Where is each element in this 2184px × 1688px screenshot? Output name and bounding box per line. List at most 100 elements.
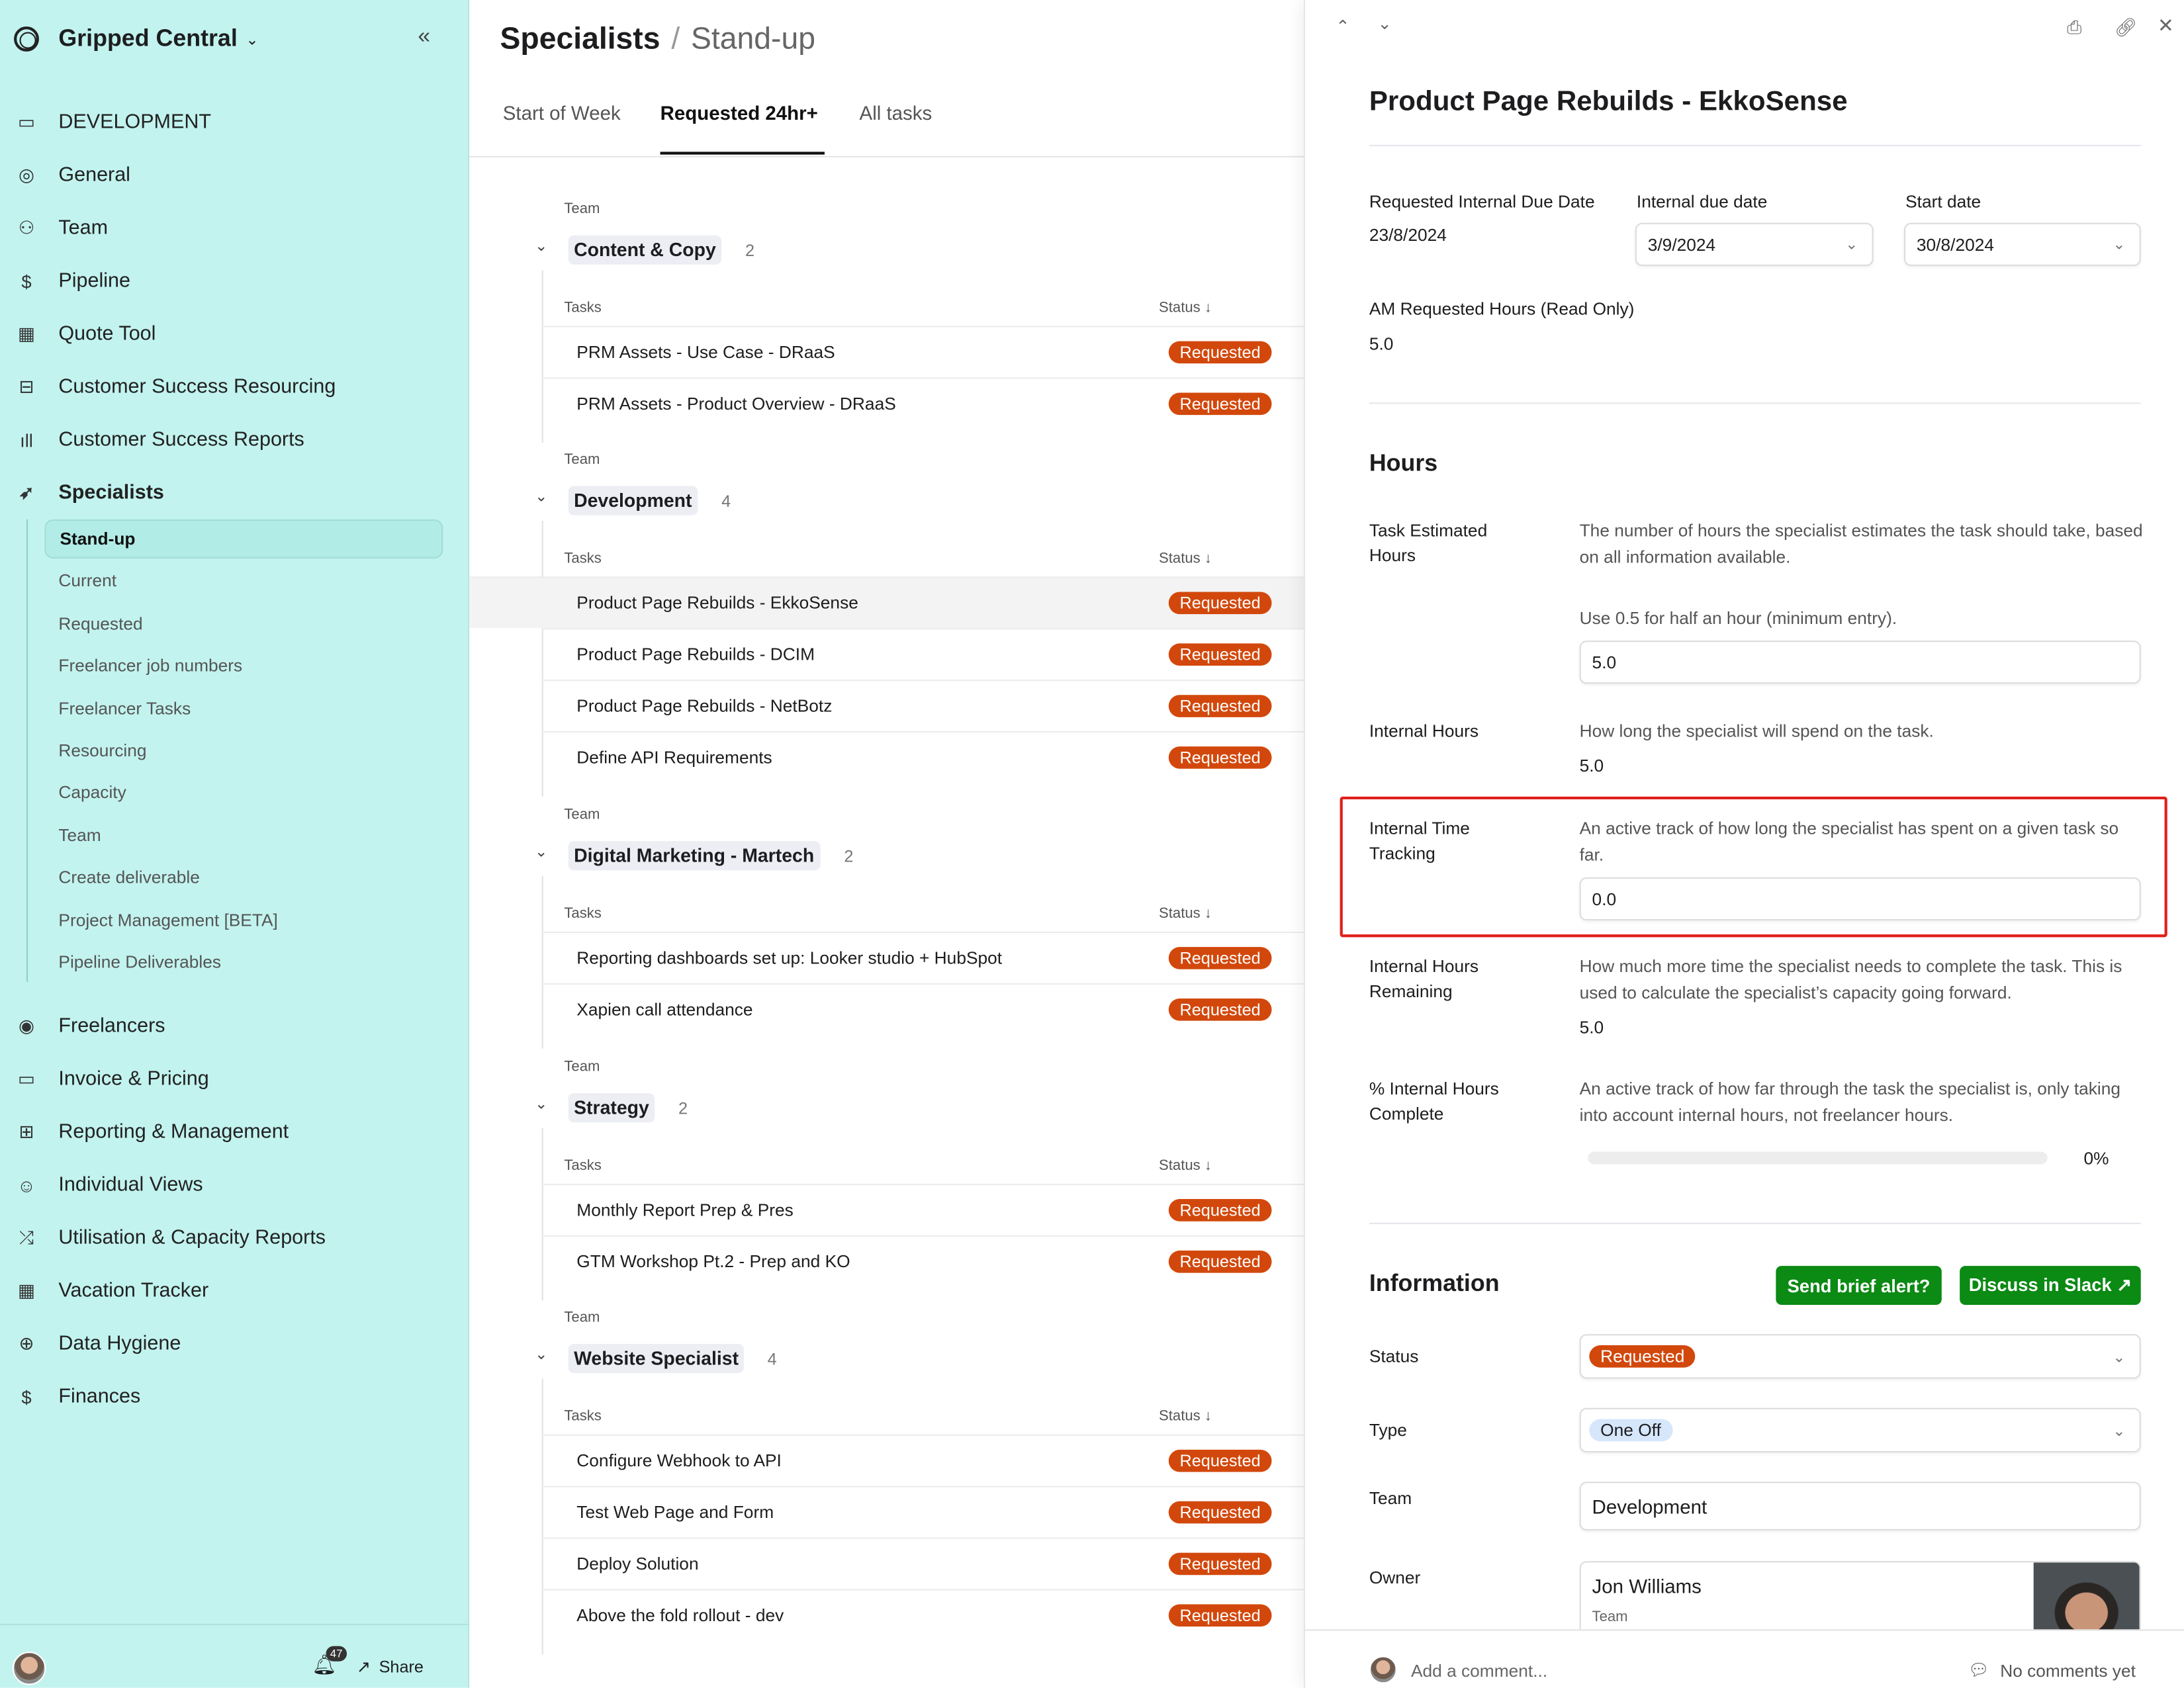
sidebar-item-customer-success-resourcing[interactable]: ⊟ Customer Success Resourcing [14,371,336,404]
calendar-icon: ▦ [18,1280,35,1301]
group-name[interactable]: Digital Marketing - Martech [568,841,820,871]
group-name[interactable]: Development [568,486,698,515]
comment-input[interactable]: Add a comment... [1410,1661,1548,1681]
sidebar-item-freelancers[interactable]: ◉ Freelancers [14,1010,165,1044]
chevron-down-icon[interactable]: ⌄ [535,1347,548,1364]
sidebar-subitem-requested[interactable]: Requested [58,613,143,634]
task-row[interactable]: Monthly Report Prep & Pres Requested [541,1183,1306,1235]
sidebar-item-specialists[interactable]: ➶ Specialists [14,476,164,510]
internal-due-label: Internal due date [1636,192,1768,212]
sidebar-item-development[interactable]: ▭ DEVELOPMENT [14,106,211,140]
discuss-in-slack-button[interactable]: Discuss in Slack ↗ [1960,1266,2141,1306]
comments-status: No comments yet [2000,1661,2136,1681]
sidebar-item-customer-success-reports[interactable]: ıll Customer Success Reports [14,423,304,457]
status-badge: Requested [1168,643,1272,666]
sidebar-subitem-team[interactable]: Team [58,825,101,846]
sidebar-item-invoice-pricing[interactable]: ▭ Invoice & Pricing [14,1063,209,1096]
group-count: 4 [721,491,731,511]
sidebar-item-utilisation-capacity-reports[interactable]: ⤮ Utilisation & Capacity Reports [14,1222,326,1255]
group-team-label: Team [564,806,600,823]
share-button[interactable]: ↗ Share [357,1657,424,1676]
sidebar-item-vacation-tracker[interactable]: ▦ Vacation Tracker [14,1274,208,1308]
status-column-header[interactable]: Status ↓ [1159,550,1212,567]
chevron-down-icon: ⌄ [2113,236,2126,254]
task-name: GTM Workshop Pt.2 - Prep and KO [576,1252,850,1272]
sidebar-item-label: Freelancers [58,1015,165,1038]
status-column-header[interactable]: Status ↓ [1159,905,1212,922]
close-icon[interactable]: ✕ [2158,14,2174,36]
sidebar-item-finances[interactable]: $ Finances [14,1380,140,1414]
next-record-icon[interactable]: ⌄ [1377,14,1392,34]
task-row[interactable]: PRM Assets - Use Case - DRaaS Requested [541,326,1306,377]
task-row[interactable]: GTM Workshop Pt.2 - Prep and KO Requested [541,1235,1306,1287]
sidebar-item-data-hygiene[interactable]: ⊕ Data Hygiene [14,1327,181,1361]
previous-record-icon[interactable]: ⌃ [1336,17,1350,36]
user-circle-icon: ◉ [19,1015,34,1036]
sidebar-subitem-freelancer-job-numbers[interactable]: Freelancer job numbers [58,656,243,676]
workspace-switcher[interactable]: Gripped Central ⌄ [14,25,259,53]
task-row[interactable]: Product Page Rebuilds - EkkoSense Request… [469,576,1306,629]
sidebar-item-individual-views[interactable]: ☺ Individual Views [14,1169,203,1202]
type-label: Type [1369,1420,1407,1441]
hours-remaining-label: Internal Hours Remaining [1369,956,1479,1002]
sidebar-item-team[interactable]: ⚇ Team [14,212,108,245]
estimated-hours-input[interactable]: 5.0 [1579,641,2141,684]
sidebar-subitem-project-management-beta[interactable]: Project Management [BETA] [58,910,278,930]
task-row[interactable]: Reporting dashboards set up: Looker stud… [541,931,1306,983]
sidebar-subitem-current[interactable]: Current [58,571,117,592]
task-row[interactable]: Define API Requirements Requested [541,731,1306,783]
task-row[interactable]: Product Page Rebuilds - NetBotz Requested [541,680,1306,731]
task-row[interactable]: Above the fold rollout - dev Requested [541,1589,1306,1640]
status-badge: Requested [1168,1449,1272,1472]
print-icon[interactable]: ⎙ [2067,17,2082,38]
sidebar-item-quote-tool[interactable]: ▦ Quote Tool [14,318,156,351]
task-row[interactable]: Configure Webhook to API Requested [541,1434,1306,1486]
group-name[interactable]: Website Specialist [568,1343,745,1374]
sidebar-item-general[interactable]: ◎ General [14,159,130,193]
task-row[interactable]: Xapien call attendance Requested [541,983,1306,1035]
page-title[interactable]: Specialists [500,21,660,56]
internal-due-date-select[interactable]: 3/9/2024 ⌄ [1635,222,1874,266]
collapse-sidebar-icon[interactable]: « [418,24,431,49]
start-date-select[interactable]: 30/8/2024 ⌄ [1903,222,2141,266]
sidebar-subitem-stand-up[interactable]: Stand-up [44,519,443,558]
status-select[interactable]: Requested ⌄ [1579,1334,2141,1379]
chevron-down-icon[interactable]: ⌄ [535,488,548,506]
sidebar-subitem-pipeline-deliverables[interactable]: Pipeline Deliverables [58,952,222,973]
chevron-down-icon[interactable]: ⌄ [535,238,548,255]
sidebar-subitem-capacity[interactable]: Capacity [58,783,126,803]
type-select[interactable]: One Off ⌄ [1579,1407,2141,1453]
time-tracking-input[interactable]: 0.0 [1579,877,2141,921]
sidebar-subitem-resourcing[interactable]: Resourcing [58,740,147,761]
percent-complete-label: % Internal Hours Complete [1369,1079,1499,1124]
task-row[interactable]: Deploy Solution Requested [541,1537,1306,1589]
group-count: 4 [767,1349,777,1369]
status-badge: Requested [1168,592,1272,615]
sidebar-subitem-create-deliverable[interactable]: Create deliverable [58,867,200,888]
task-row[interactable]: PRM Assets - Product Overview - DRaaS Req… [541,377,1306,429]
tab-requested-24hr[interactable]: Requested 24hr+ [660,101,818,124]
link-icon[interactable]: 🔗︎ [2114,17,2138,38]
tab-all-tasks[interactable]: All tasks [859,101,933,124]
status-column-header[interactable]: Status ↓ [1159,1407,1212,1425]
task-row[interactable]: Product Page Rebuilds - DCIM Requested [541,628,1306,680]
task-name: Deploy Solution [576,1554,699,1574]
sidebar-item-pipeline[interactable]: $ Pipeline [14,265,130,298]
task-row[interactable]: Test Web Page and Form Requested [541,1486,1306,1538]
highlight-box [1340,796,2167,938]
send-brief-alert-button[interactable]: Send brief alert? [1776,1266,1942,1306]
user-avatar[interactable] [12,1652,46,1685]
main-list: Specialists / Stand-up Start of Week Req… [469,0,1306,1688]
chevron-down-icon[interactable]: ⌄ [535,844,548,861]
status-column-header[interactable]: Status ↓ [1159,299,1212,316]
tab-start-of-week[interactable]: Start of Week [502,101,621,124]
team-field[interactable]: Development [1579,1482,2141,1531]
sidebar-subitem-freelancer-tasks[interactable]: Freelancer Tasks [58,698,191,719]
group-team-label: Team [564,200,600,218]
chevron-down-icon[interactable]: ⌄ [535,1096,548,1113]
group-name[interactable]: Content & Copy [568,235,722,265]
status-column-header[interactable]: Status ↓ [1159,1157,1212,1175]
sidebar-item-reporting-management[interactable]: ⊞ Reporting & Management [14,1116,289,1149]
chevron-down-icon: ⌄ [2113,1349,2126,1366]
group-name[interactable]: Strategy [568,1093,655,1123]
